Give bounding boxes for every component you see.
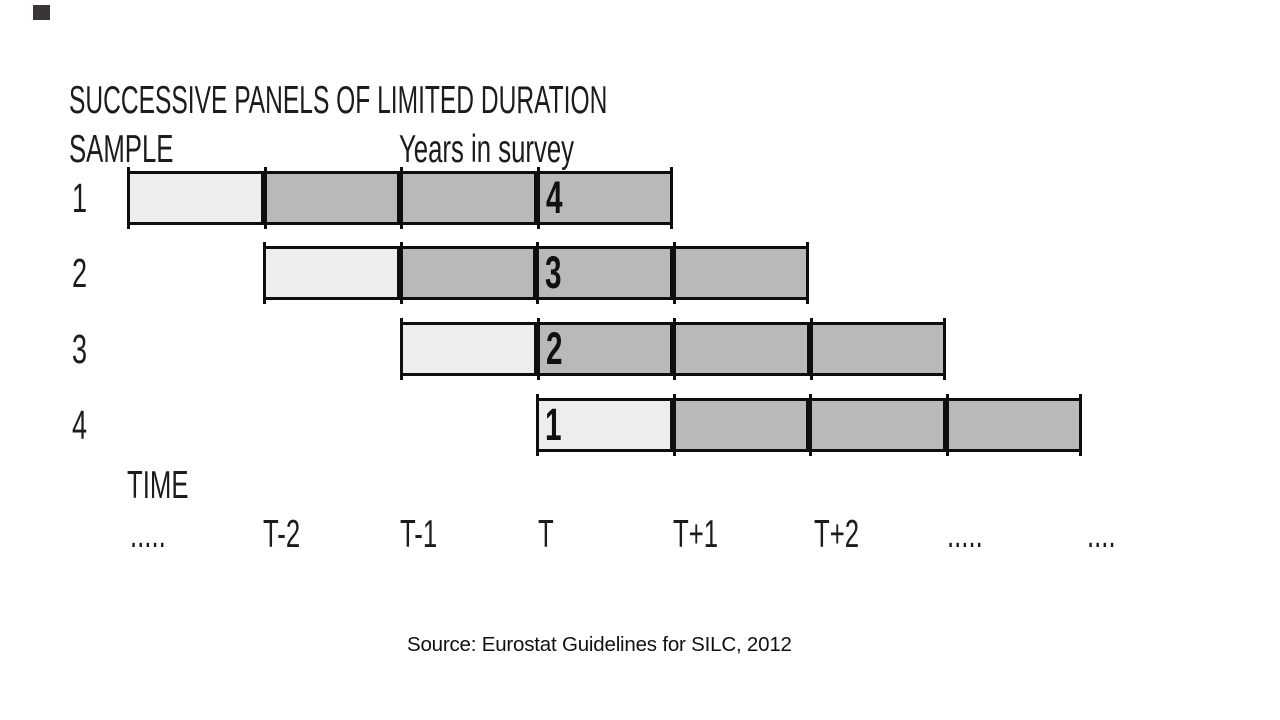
time-tick-ellipsis-left: ..... [130, 513, 166, 556]
panel-cell [263, 167, 400, 229]
panel-bar-sample-1: 4 [126, 167, 673, 229]
panel-cell: 1 [536, 394, 673, 456]
panel-cell [672, 242, 809, 304]
row-label-sample-1: 1 [72, 175, 88, 221]
time-tick-ellipsis-mid: ..... [947, 513, 983, 556]
corner-decoration-square [33, 5, 50, 20]
time-tick-t-minus-2: T-2 [263, 513, 301, 556]
diagram-title: SUCCESSIVE PANELS OF LIMITED DURATION [69, 79, 924, 123]
cell-year-number: 1 [545, 399, 562, 450]
panel-cell [263, 242, 400, 304]
time-axis-label: TIME [127, 464, 189, 507]
cell-year-number: 2 [545, 323, 563, 374]
time-tick-ellipsis-right: .... [1087, 513, 1116, 556]
panel-cell [400, 167, 537, 229]
sample-axis-label: SAMPLE [69, 128, 174, 171]
panel-cell: 2 [536, 318, 673, 380]
row-label-sample-3: 3 [72, 326, 88, 372]
panel-cell [399, 242, 536, 304]
panel-bar-sample-4: 1 [536, 394, 1082, 456]
panel-bar-sample-3: 2 [400, 318, 946, 380]
time-tick-t-plus-2: T+2 [814, 513, 860, 556]
time-tick-t: T [538, 513, 554, 556]
row-label-sample-4: 4 [72, 402, 88, 448]
panel-cell: 3 [536, 242, 673, 304]
panel-cell [809, 318, 946, 380]
time-tick-t-minus-1: T-1 [400, 513, 438, 556]
panel-bar-sample-2: 3 [263, 242, 809, 304]
panel-cell [126, 167, 264, 229]
panel-cell [672, 394, 809, 456]
panel-cell [673, 318, 810, 380]
row-label-sample-2: 2 [72, 250, 88, 296]
diagram-title-text: SUCCESSIVE PANELS OF LIMITED DURATION [69, 79, 608, 122]
panel-cell: 4 [536, 167, 673, 229]
time-tick-t-plus-1: T+1 [673, 513, 719, 556]
source-caption: Source: Eurostat Guidelines for SILC, 20… [407, 633, 792, 656]
panel-cell [945, 394, 1082, 456]
panel-cell [400, 318, 537, 380]
panel-cell [809, 394, 946, 456]
cell-year-number: 3 [545, 247, 562, 298]
cell-year-number: 4 [545, 172, 563, 223]
years-in-survey-label: Years in survey [399, 128, 575, 171]
